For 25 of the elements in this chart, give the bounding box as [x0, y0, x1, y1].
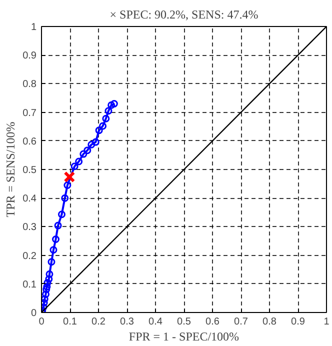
- y-tick-label: 0: [30, 308, 37, 319]
- x-tick-label: 0.3: [120, 316, 134, 328]
- x-tick-label: 0.8: [262, 316, 277, 328]
- y-tick-label: 0.4: [22, 194, 37, 205]
- x-tick-label: 0.7: [234, 316, 248, 328]
- y-axis-title: TPR = SENS/100%: [4, 122, 18, 218]
- x-tick-label: 1: [324, 316, 330, 328]
- x-tick-label: 0.9: [291, 316, 306, 328]
- chart-title: × SPEC: 90.2%, SENS: 47.4%: [110, 8, 258, 22]
- x-tick-label: 0.2: [92, 316, 106, 328]
- x-axis-title: FPR = 1 - SPEC/100%: [128, 330, 240, 344]
- y-tick-label: 1: [30, 22, 37, 33]
- y-tick-label: 0.2: [22, 250, 37, 262]
- x-tick-label: 0.4: [148, 316, 163, 328]
- y-tick-label: 0.1: [22, 279, 37, 290]
- y-tick-label: 0.7: [22, 108, 37, 119]
- y-tick-label: 0.8: [22, 79, 37, 90]
- y-tick-label: 0.3: [22, 222, 37, 234]
- y-tick-label: 0.5: [22, 165, 37, 176]
- x-tick-label: 0.5: [177, 316, 192, 328]
- x-tick-label: 0.1: [63, 316, 78, 328]
- y-tick-label: 0.9: [22, 50, 37, 62]
- y-tick-label: 0.6: [22, 136, 37, 148]
- x-tick-label: 0: [38, 316, 45, 328]
- x-tick-label: 0.6: [206, 316, 220, 328]
